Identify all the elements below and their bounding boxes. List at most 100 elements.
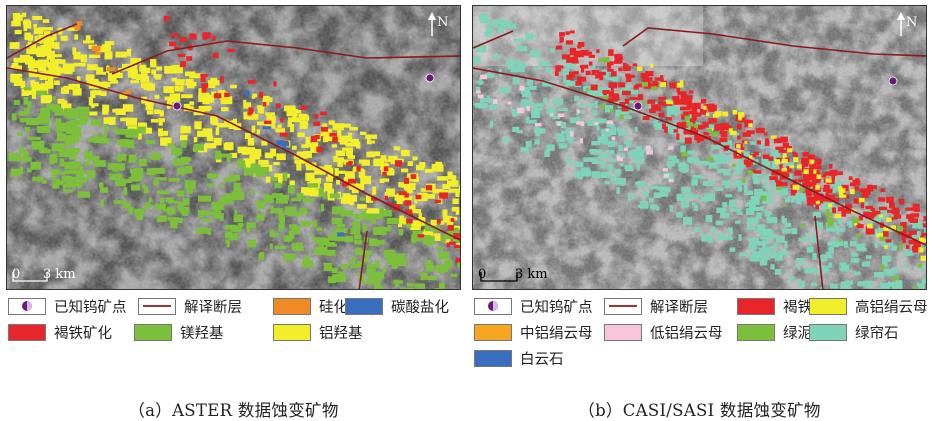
alteration-pixel <box>60 134 67 138</box>
legend-swatch <box>134 324 172 341</box>
alteration-pixel <box>507 59 512 63</box>
alteration-pixel <box>839 267 846 270</box>
alteration-pixel <box>196 228 208 234</box>
alteration-pixel <box>264 121 271 125</box>
alteration-pixel <box>337 130 341 137</box>
alteration-pixel <box>456 258 462 263</box>
alteration-pixel <box>181 140 187 148</box>
scale-distance-label: 3 km <box>43 267 76 282</box>
alteration-pixel <box>926 254 927 260</box>
alteration-pixel <box>47 55 52 60</box>
alteration-pixel <box>87 170 95 179</box>
alteration-pixel <box>615 180 618 184</box>
legend-swatch <box>474 324 512 341</box>
alteration-pixel <box>856 234 860 239</box>
alteration-pixel <box>570 117 576 123</box>
alteration-pixel <box>754 170 762 173</box>
alteration-pixel <box>806 192 812 197</box>
alteration-pixel <box>735 168 742 175</box>
alteration-pixel <box>315 135 320 139</box>
alteration-pixel <box>889 203 895 209</box>
alteration-pixel <box>432 164 443 171</box>
alteration-pixel <box>299 114 308 119</box>
alteration-pixel <box>478 95 484 99</box>
alteration-pixel <box>534 67 538 70</box>
alteration-pixel <box>167 207 175 215</box>
alteration-pixel <box>643 76 649 82</box>
alteration-pixel <box>272 193 283 198</box>
alteration-pixel <box>480 75 487 80</box>
alteration-pixel <box>781 216 784 223</box>
alteration-pixel <box>341 210 354 216</box>
alteration-pixel <box>92 46 101 51</box>
alteration-pixel <box>288 212 301 216</box>
alteration-pixel <box>354 214 361 219</box>
alteration-pixel <box>490 121 493 128</box>
alteration-pixel <box>12 113 17 120</box>
alteration-pixel <box>178 54 186 57</box>
alteration-pixel <box>775 147 783 150</box>
alteration-pixel <box>373 227 384 235</box>
alteration-pixel <box>224 93 230 98</box>
alteration-pixel <box>725 194 732 197</box>
alteration-pixel <box>441 236 445 242</box>
alteration-pixel <box>364 258 369 263</box>
alteration-pixel <box>348 161 353 164</box>
alteration-pixel <box>278 225 282 232</box>
alteration-pixel <box>734 181 739 187</box>
alteration-pixel <box>166 197 174 202</box>
alteration-pixel <box>252 96 255 99</box>
alteration-pixel <box>14 78 22 86</box>
alteration-pixel <box>215 151 221 160</box>
alteration-pixel <box>154 109 160 114</box>
alteration-pixel <box>897 226 903 231</box>
alteration-pixel <box>599 74 603 80</box>
alteration-pixel <box>691 179 698 186</box>
alteration-pixel <box>681 152 687 157</box>
alteration-pixel <box>672 96 679 101</box>
alteration-pixel <box>756 128 765 133</box>
alteration-pixel <box>169 42 176 47</box>
alteration-pixel <box>270 243 273 249</box>
alteration-pixel <box>715 155 726 161</box>
alteration-pixel <box>198 210 204 217</box>
alteration-pixel <box>287 109 298 116</box>
alteration-pixel <box>13 13 20 21</box>
alteration-pixel <box>557 122 561 127</box>
alteration-pixel <box>170 220 178 228</box>
alteration-pixel <box>692 202 695 205</box>
alteration-pixel <box>43 19 50 23</box>
alteration-pixel <box>754 152 759 156</box>
alteration-pixel <box>546 145 554 151</box>
alteration-pixel <box>850 189 855 194</box>
alteration-pixel <box>834 185 838 191</box>
north-label: N <box>906 15 917 30</box>
alteration-pixel <box>609 91 614 97</box>
alteration-pixel <box>305 137 310 145</box>
alteration-pixel <box>337 224 346 227</box>
casi-sasi-map-canvas: N 0 3 km <box>473 6 927 290</box>
legend-label: 低铝绢云母 <box>650 322 723 343</box>
alteration-pixel <box>569 138 573 143</box>
legend-item: 中铝绢云母 <box>474 321 593 343</box>
alteration-pixel <box>585 103 594 106</box>
alteration-pixel <box>730 248 736 252</box>
alteration-pixel <box>451 218 455 222</box>
alteration-pixel <box>357 166 361 172</box>
alteration-pixel <box>373 159 384 167</box>
alteration-pixel <box>601 161 606 169</box>
alteration-pixel <box>817 175 821 180</box>
alteration-pixel <box>28 137 41 140</box>
alteration-pixel <box>439 283 445 290</box>
alteration-pixel <box>206 95 210 103</box>
alteration-pixel <box>74 63 86 67</box>
alteration-pixel <box>717 233 724 240</box>
alteration-pixel <box>124 187 128 195</box>
alteration-pixel <box>207 84 215 88</box>
legend-label: 高铝绢云母 <box>855 296 928 317</box>
alteration-pixel <box>153 168 166 174</box>
alteration-pixel <box>884 269 891 275</box>
fault-line-icon <box>138 298 176 315</box>
alteration-pixel <box>793 157 798 162</box>
legend-item: 白云石 <box>474 347 564 369</box>
